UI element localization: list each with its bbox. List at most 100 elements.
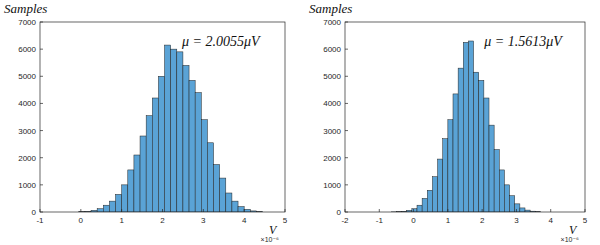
y-tick-label: 7000	[323, 18, 341, 27]
y-tick-label: 3000	[323, 127, 341, 136]
y-tick	[345, 184, 348, 185]
x-tick	[162, 209, 163, 212]
bar	[232, 201, 238, 212]
bar	[443, 139, 448, 212]
x-tick	[585, 209, 586, 212]
bar	[122, 185, 128, 212]
y-tick	[345, 22, 348, 23]
bar	[116, 194, 122, 212]
y-tick-label: 2000	[18, 154, 36, 163]
bar	[515, 204, 520, 212]
bar	[109, 201, 115, 212]
bar	[520, 208, 525, 212]
y-axis-label: Samples	[4, 1, 47, 16]
bar	[479, 80, 484, 212]
bar	[189, 80, 195, 212]
bar	[510, 196, 515, 212]
axis-exponent: ×10⁻⁶	[261, 236, 280, 243]
annotation: μ = 1.5613μV	[483, 34, 563, 49]
y-tick	[345, 212, 348, 213]
y-tick-label: 1000	[18, 181, 36, 190]
x-tick-label: 5	[583, 216, 588, 225]
bar	[152, 98, 158, 212]
bar	[238, 207, 244, 212]
x-tick-label: 2	[160, 216, 165, 225]
x-tick	[244, 209, 245, 212]
bar	[128, 170, 134, 212]
bar	[195, 93, 201, 212]
bar	[201, 120, 207, 212]
plot-area	[40, 22, 285, 212]
x-tick-label: 1	[119, 216, 124, 225]
y-tick-label: 5000	[18, 72, 36, 81]
x-tick-label: 4	[548, 216, 553, 225]
figure: 01000200030004000500060007000-1012345Sam…	[0, 0, 600, 245]
bar	[417, 205, 422, 212]
x-tick	[121, 209, 122, 212]
x-tick	[203, 209, 204, 212]
bar	[484, 98, 489, 212]
y-tick-label: 7000	[18, 18, 36, 27]
x-tick	[482, 209, 483, 212]
x-tick	[516, 209, 517, 212]
x-tick	[550, 209, 551, 212]
y-tick	[345, 49, 348, 50]
x-tick-label: 3	[201, 216, 206, 225]
bar	[489, 125, 494, 212]
y-tick	[40, 184, 43, 185]
x-tick	[413, 209, 414, 212]
bar	[140, 136, 146, 212]
x-tick	[379, 209, 380, 212]
y-tick	[40, 157, 43, 158]
bar	[103, 205, 109, 212]
y-tick	[345, 130, 348, 131]
x-axis-label: V	[269, 223, 278, 237]
y-tick-label: 4000	[323, 99, 341, 108]
x-tick-label: 3	[514, 216, 519, 225]
bar	[183, 65, 189, 212]
y-tick-label: 6000	[18, 45, 36, 54]
y-tick-label: 2000	[323, 154, 341, 163]
bar	[146, 116, 152, 212]
x-axis-label: V	[569, 223, 578, 237]
y-tick-label: 5000	[323, 72, 341, 81]
axes-frame	[345, 22, 585, 212]
bar	[165, 45, 171, 212]
bar	[453, 94, 458, 212]
annotation: μ = 2.0055μV	[181, 34, 261, 49]
y-tick	[40, 212, 43, 213]
panel: 01000200030004000500060007000-1012345Sam…	[4, 1, 288, 243]
bar	[438, 159, 443, 212]
y-tick	[345, 76, 348, 77]
y-tick	[345, 157, 348, 158]
bar	[448, 120, 453, 212]
bar	[494, 150, 499, 212]
x-tick	[40, 209, 41, 212]
y-tick	[40, 76, 43, 77]
bar	[97, 209, 103, 212]
bar	[214, 165, 220, 213]
y-tick-label: 6000	[323, 45, 341, 54]
bar	[468, 41, 473, 212]
x-tick	[345, 209, 346, 212]
bar	[427, 190, 432, 212]
y-tick	[40, 130, 43, 131]
y-tick	[345, 103, 348, 104]
bar	[171, 49, 177, 212]
bars	[79, 45, 263, 212]
y-tick	[40, 22, 43, 23]
x-tick-label: 4	[242, 216, 247, 225]
y-tick	[40, 103, 43, 104]
bars	[391, 41, 540, 212]
bar	[499, 170, 504, 212]
y-tick-label: 3000	[18, 127, 36, 136]
x-tick-label: 2	[480, 216, 485, 225]
bar	[504, 185, 509, 212]
bar	[177, 52, 183, 212]
x-tick	[80, 209, 81, 212]
bar	[207, 143, 213, 212]
x-tick-label: -2	[341, 216, 349, 225]
axes-frame	[40, 22, 285, 212]
x-tick-label: 0	[411, 216, 416, 225]
bar	[220, 178, 226, 212]
